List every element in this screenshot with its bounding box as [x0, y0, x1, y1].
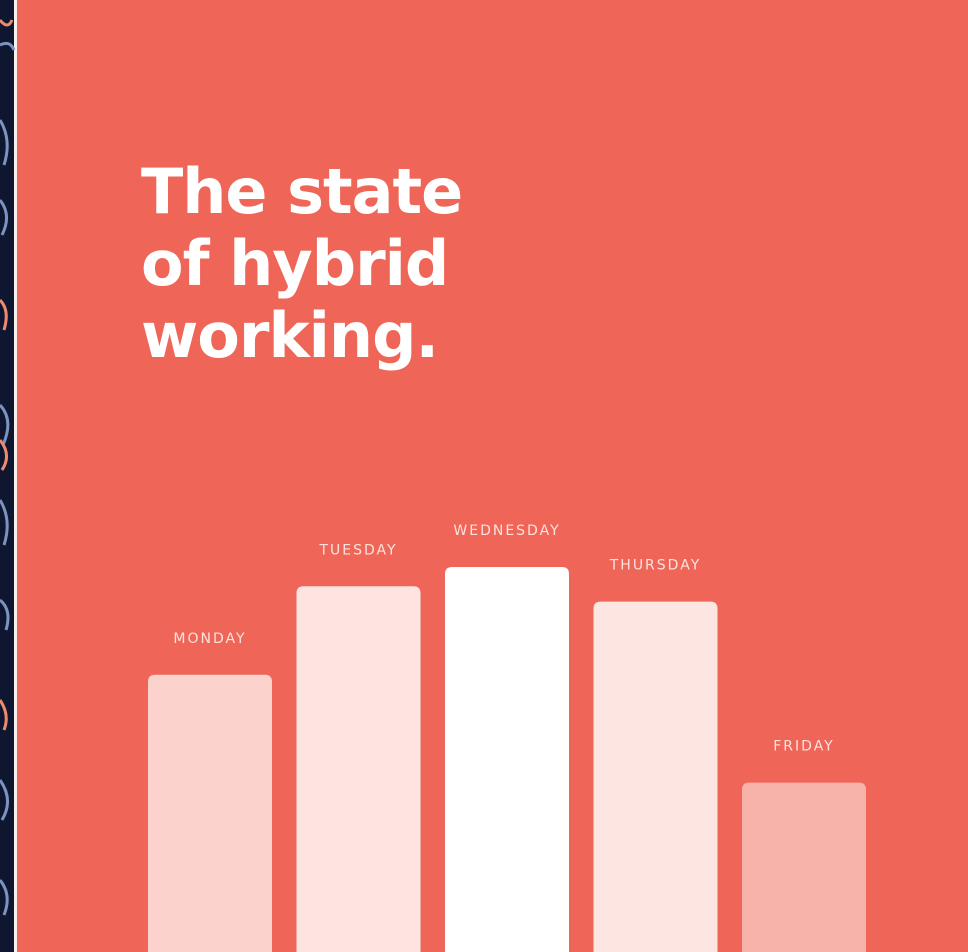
bar — [296, 586, 421, 952]
day-label: FRIDAY — [773, 739, 835, 755]
bar — [148, 674, 272, 952]
side-strip — [0, 0, 17, 952]
day-label: THURSDAY — [609, 558, 702, 574]
title-line: of hybrid — [141, 227, 448, 300]
title-line: working. — [141, 299, 438, 372]
bar — [593, 601, 718, 952]
title-line: The state — [141, 155, 462, 228]
bar — [445, 567, 569, 952]
day-label: TUESDAY — [318, 542, 397, 558]
bar — [742, 782, 866, 952]
day-label: WEDNESDAY — [453, 523, 560, 539]
bars: MONDAY TUESDAY WEDNESDAY THURSDAY FRIDAY — [148, 523, 866, 952]
day-label: MONDAY — [173, 631, 246, 647]
